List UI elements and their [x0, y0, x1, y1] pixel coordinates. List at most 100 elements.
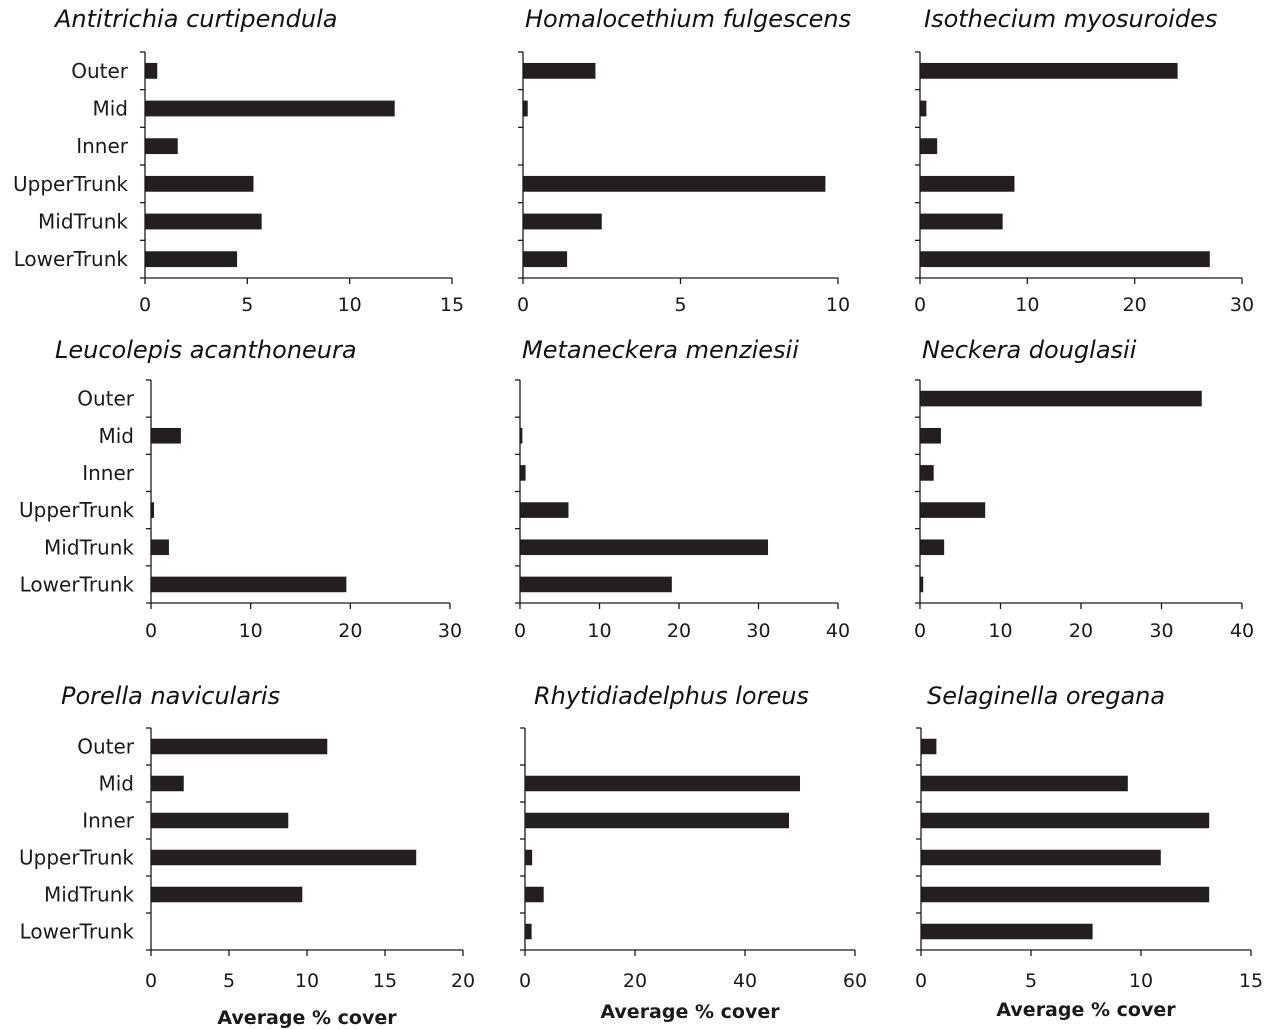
category-label: Inner: [76, 134, 129, 158]
bar-uppertrunk: [151, 502, 154, 518]
bar-lowertrunk: [151, 576, 347, 593]
bar-uppertrunk: [921, 849, 1161, 866]
x-tick-label: 15: [440, 294, 464, 316]
x-tick-label: 5: [674, 294, 686, 316]
bar-midtrunk: [525, 886, 544, 903]
bar-uppertrunk: [520, 502, 569, 518]
category-label: LowerTrunk: [20, 572, 135, 596]
x-tick-label: 0: [914, 620, 926, 642]
x-tick-label: 10: [587, 620, 611, 642]
category-label: Mid: [98, 772, 134, 796]
category-label: Mid: [92, 97, 128, 121]
x-tick-label: 40: [826, 620, 850, 642]
bar-outer: [920, 390, 1202, 407]
x-tick-label: 15: [1239, 970, 1263, 992]
bar-inner: [145, 138, 178, 155]
bar-midtrunk: [920, 213, 1003, 230]
bar-outer: [151, 738, 328, 755]
chart-panel: Metaneckera menziesii 0 10 20 30 40: [514, 336, 850, 642]
bar-uppertrunk: [525, 849, 533, 866]
bar-inner: [921, 812, 1210, 829]
x-tick-label: 5: [1025, 970, 1037, 992]
bar-outer: [145, 62, 158, 79]
bar-mid: [145, 100, 395, 117]
x-tick-label: 0: [915, 970, 927, 992]
x-tick-label: 10: [1015, 294, 1039, 316]
bar-midtrunk: [520, 539, 769, 556]
panel-title: Homalocethium fulgescens: [525, 5, 851, 33]
bar-mid: [520, 427, 523, 444]
bar-mid: [920, 427, 941, 444]
bar-outer: [523, 62, 596, 79]
x-tick-label: 10: [338, 294, 362, 316]
bar-midtrunk: [151, 539, 169, 556]
x-tick-label: 0: [145, 970, 157, 992]
x-tick-label: 40: [1230, 620, 1254, 642]
bar-midtrunk: [151, 886, 303, 903]
bar-midtrunk: [145, 213, 262, 230]
category-label: LowerTrunk: [20, 920, 135, 944]
x-tick-label: 0: [914, 294, 926, 316]
panel-title: Isothecium myosuroides: [924, 5, 1217, 33]
bar-uppertrunk: [920, 175, 1015, 192]
bar-lowertrunk: [523, 251, 568, 268]
bar-lowertrunk: [920, 251, 1210, 268]
x-tick-label: 15: [373, 970, 397, 992]
x-tick-label: 5: [223, 970, 235, 992]
x-tick-label: 30: [1230, 294, 1254, 316]
bar-lowertrunk: [145, 251, 238, 268]
x-tick-label: 0: [145, 620, 157, 642]
chart-panel: Selaginella oregana 0 5 10 15 Average % cover: [915, 682, 1263, 1021]
x-tick-label: 0: [514, 620, 526, 642]
x-tick-label: 0: [139, 294, 151, 316]
bar-inner: [520, 465, 526, 481]
category-label: MidTrunk: [44, 883, 134, 907]
bar-mid: [151, 775, 184, 792]
x-tick-label: 20: [1069, 620, 1093, 642]
x-tick-label: 0: [517, 294, 529, 316]
category-label: UpperTrunk: [19, 498, 134, 522]
category-label: UpperTrunk: [19, 846, 134, 870]
chart-panel: Porella navicularis LowerTrunk MidTrunk Upp…: [19, 682, 475, 1029]
x-tick-label: 10: [1129, 970, 1153, 992]
bar-outer: [920, 62, 1178, 79]
x-tick-label: 60: [843, 970, 867, 992]
chart-panel: Neckera douglasii 0 10 20 30 40: [914, 336, 1254, 642]
bar-midtrunk: [921, 886, 1210, 903]
x-tick-label: 20: [451, 970, 475, 992]
category-label: LowerTrunk: [14, 247, 129, 271]
x-tick-label: 20: [1123, 294, 1147, 316]
bar-uppertrunk: [145, 175, 254, 192]
x-tick-label: 10: [295, 970, 319, 992]
x-tick-label: 10: [988, 620, 1012, 642]
category-label: Inner: [82, 809, 135, 833]
bar-inner: [525, 812, 789, 829]
bar-inner: [151, 812, 289, 829]
chart-panel: Rhytidiadelphus loreus 0 20 40 60 Average % c…: [519, 682, 867, 1023]
x-tick-label: 20: [667, 620, 691, 642]
category-label: MidTrunk: [38, 210, 128, 234]
chart-panel: Leucolepis acanthoneura LowerTrunk MidTrun…: [19, 336, 462, 642]
category-label: Outer: [71, 59, 129, 83]
x-axis-title: Average % cover: [600, 1001, 780, 1023]
x-tick-label: 10: [239, 620, 263, 642]
bar-midtrunk: [523, 213, 602, 230]
category-label: Outer: [77, 387, 135, 411]
x-tick-label: 40: [733, 970, 757, 992]
x-tick-label: 30: [438, 620, 462, 642]
chart-panel: Antitrichia curtipendula LowerTrunk MidTru…: [13, 5, 464, 316]
panel-title: Selaginella oregana: [927, 682, 1165, 710]
x-axis-title: Average % cover: [996, 999, 1176, 1021]
bar-mid: [921, 775, 1128, 792]
x-tick-label: 20: [338, 620, 362, 642]
bar-mid: [920, 100, 927, 117]
panel-title: Leucolepis acanthoneura: [55, 336, 357, 364]
bar-inner: [920, 138, 938, 155]
x-tick-label: 10: [826, 294, 850, 316]
bar-uppertrunk: [920, 502, 986, 518]
panel-title: Porella navicularis: [61, 682, 280, 710]
bar-uppertrunk: [151, 849, 417, 866]
x-axis-title: Average % cover: [217, 1007, 397, 1029]
x-tick-label: 30: [746, 620, 770, 642]
